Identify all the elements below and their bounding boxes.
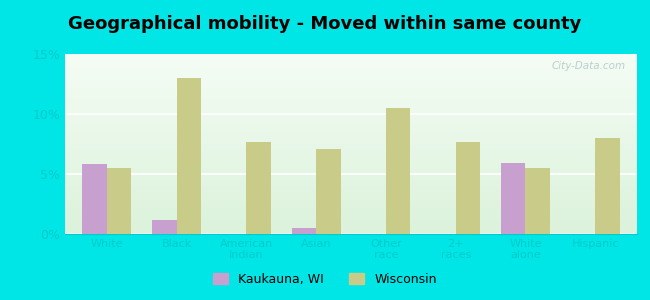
Bar xyxy=(292,228,316,234)
Bar xyxy=(152,220,177,234)
Bar xyxy=(177,78,201,234)
Bar xyxy=(83,164,107,234)
Bar xyxy=(107,168,131,234)
Text: City-Data.com: City-Data.com xyxy=(551,61,625,71)
Bar xyxy=(386,108,410,234)
Text: Geographical mobility - Moved within same county: Geographical mobility - Moved within sam… xyxy=(68,15,582,33)
Bar xyxy=(456,142,480,234)
Bar xyxy=(525,168,550,234)
Bar xyxy=(246,142,271,234)
Bar xyxy=(501,163,525,234)
Bar xyxy=(316,149,341,234)
Legend: Kaukauna, WI, Wisconsin: Kaukauna, WI, Wisconsin xyxy=(209,268,441,291)
Bar xyxy=(595,138,619,234)
